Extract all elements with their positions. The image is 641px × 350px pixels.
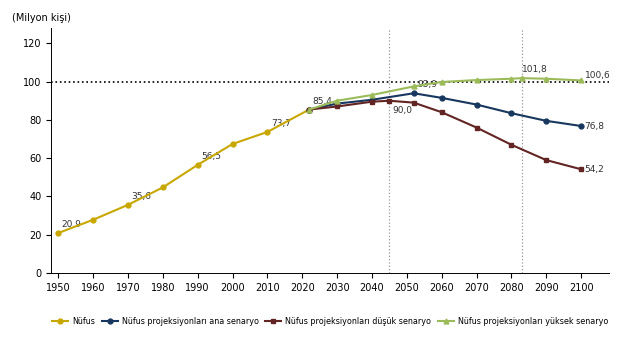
Legend: Nüfus, Nüfus projeksiyonları ana senaryo, Nüfus projeksiyonları düşük senaryo, N: Nüfus, Nüfus projeksiyonları ana senaryo… xyxy=(49,314,612,329)
Text: 101,8: 101,8 xyxy=(522,65,547,74)
Text: 76,8: 76,8 xyxy=(585,121,604,131)
Text: 73,7: 73,7 xyxy=(271,119,291,128)
Text: 20,9: 20,9 xyxy=(62,220,81,229)
Text: 100,6: 100,6 xyxy=(585,71,610,80)
Text: 56,5: 56,5 xyxy=(201,152,221,161)
Text: 93,9: 93,9 xyxy=(417,80,437,90)
Text: 90,0: 90,0 xyxy=(393,106,413,116)
Text: 85,4: 85,4 xyxy=(313,97,333,106)
Text: (Milyon kişi): (Milyon kişi) xyxy=(12,13,71,23)
Text: 54,2: 54,2 xyxy=(585,165,604,174)
Text: 35,6: 35,6 xyxy=(131,192,151,201)
